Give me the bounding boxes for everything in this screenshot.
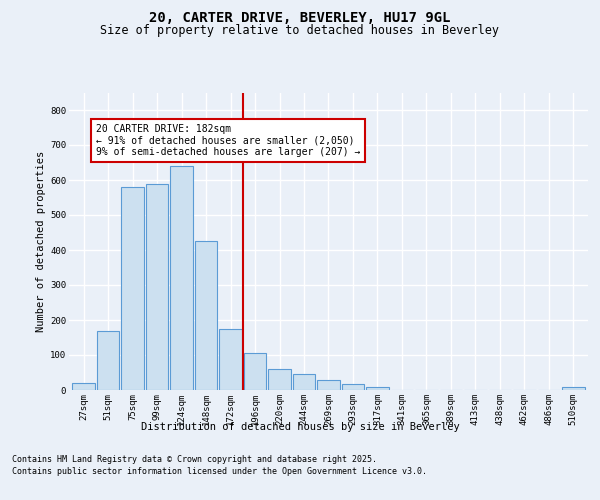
- Bar: [220, 329, 242, 390]
- Bar: [73, 383, 95, 390]
- Text: Size of property relative to detached houses in Beverley: Size of property relative to detached ho…: [101, 24, 499, 37]
- Text: 20 CARTER DRIVE: 182sqm
← 91% of detached houses are smaller (2,050)
9% of semi-: 20 CARTER DRIVE: 182sqm ← 91% of detache…: [96, 124, 361, 157]
- Bar: [97, 330, 119, 390]
- Text: Contains public sector information licensed under the Open Government Licence v3: Contains public sector information licen…: [12, 467, 427, 476]
- Bar: [293, 374, 315, 390]
- Bar: [121, 187, 144, 390]
- Bar: [562, 387, 584, 390]
- Text: 20, CARTER DRIVE, BEVERLEY, HU17 9GL: 20, CARTER DRIVE, BEVERLEY, HU17 9GL: [149, 11, 451, 25]
- Bar: [195, 242, 217, 390]
- Text: Contains HM Land Registry data © Crown copyright and database right 2025.: Contains HM Land Registry data © Crown c…: [12, 455, 377, 464]
- Bar: [170, 166, 193, 390]
- Y-axis label: Number of detached properties: Number of detached properties: [36, 150, 46, 332]
- Bar: [317, 380, 340, 390]
- Bar: [342, 384, 364, 390]
- Bar: [366, 387, 389, 390]
- Bar: [146, 184, 169, 390]
- Bar: [244, 353, 266, 390]
- Text: Distribution of detached houses by size in Beverley: Distribution of detached houses by size …: [140, 422, 460, 432]
- Bar: [268, 369, 291, 390]
